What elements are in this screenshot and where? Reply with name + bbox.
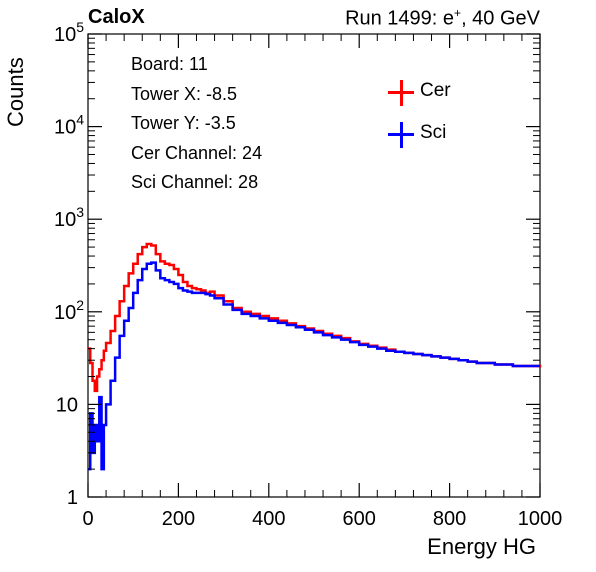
ticks-layer: 0 200 400 600 800 1000 1 10 102 103 104 105 — [54, 19, 562, 530]
x-tick-label: 0 — [82, 508, 93, 530]
y-axis-title: Counts — [3, 57, 28, 127]
info-box: Board: 11 Tower X: -8.5 Tower Y: -3.5 Ce… — [124, 50, 354, 198]
x-tick-label: 1000 — [518, 508, 563, 530]
legend-marker-cer — [388, 80, 414, 106]
x-tick-label: 200 — [162, 508, 195, 530]
series-sci-line — [88, 261, 540, 471]
info-tower-x: Tower X: -8.5 — [131, 83, 238, 104]
x-tick-label: 600 — [343, 508, 376, 530]
run-text: Run 1499: e — [345, 7, 455, 30]
x-axis-title: Energy HG — [427, 534, 536, 559]
info-tower-y: Tower Y: -3.5 — [131, 113, 236, 133]
plot-frame — [87, 33, 541, 498]
y-tick-label: 104 — [54, 112, 84, 139]
x-tick-label: 400 — [252, 508, 285, 530]
run-tail: , 40 GeV — [461, 7, 540, 30]
legend-label-cer: Cer — [420, 80, 451, 101]
y-tick-label: 103 — [54, 204, 84, 231]
y-tick-label: 105 — [54, 19, 84, 46]
y-tick-label: 102 — [54, 297, 84, 324]
run-info: Run 1499: e+, 40 GeV — [345, 6, 540, 31]
series-layer — [88, 242, 542, 471]
run-charge: + — [454, 6, 462, 20]
info-sci-channel: Sci Channel: 28 — [131, 172, 259, 192]
legend-label-sci: Sci — [420, 122, 447, 143]
y-tick-label: 10 — [56, 394, 78, 416]
info-cer-channel: Cer Channel: 24 — [131, 142, 263, 163]
info-board: Board: 11 — [131, 54, 208, 74]
brand-label: CaloX — [88, 6, 145, 28]
y-tick-label: 1 — [67, 487, 78, 509]
legend-marker-sci — [388, 122, 414, 148]
x-tick-label: 800 — [433, 508, 466, 530]
